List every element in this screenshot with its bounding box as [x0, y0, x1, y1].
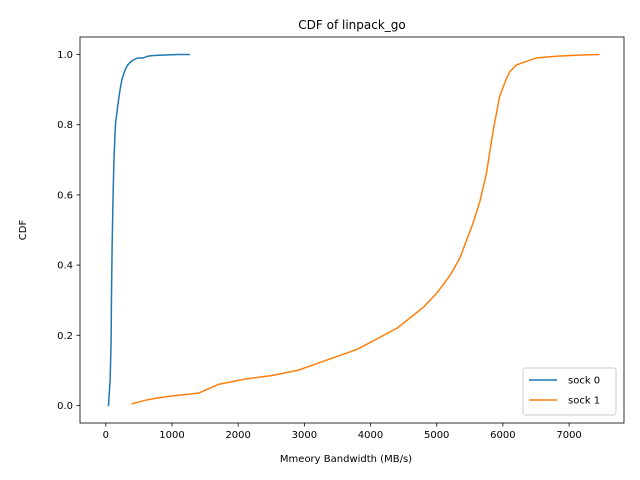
axes-frame [79, 36, 625, 424]
plot-area [107, 53, 600, 407]
y-tick-label: 1.0 [57, 50, 73, 61]
series-line-sock-0 [107, 53, 190, 407]
x-axis-ticks: 0 1000 2000 3000 4000 5000 6000 7000 [103, 423, 582, 441]
y-tick-label: 0.6 [57, 190, 73, 201]
y-tick-label: 0.8 [57, 120, 73, 131]
y-tick-label: 0.0 [57, 401, 73, 412]
y-axis-label: CDF [18, 220, 29, 241]
legend-label: sock 1 [568, 396, 600, 407]
legend: sock 0 sock 1 [522, 367, 617, 416]
x-tick-label: 1000 [159, 430, 184, 441]
y-tick-label: 0.4 [57, 261, 73, 272]
y-tick-label: 0.2 [57, 331, 73, 342]
x-axis-label: Mmeory Bandwidth (MB/s) [280, 454, 412, 465]
x-tick-label: 5000 [424, 430, 449, 441]
chart-title: CDF of linpack_go [298, 18, 405, 32]
x-tick-label: 6000 [490, 430, 515, 441]
x-tick-label: 2000 [225, 430, 250, 441]
x-tick-label: 7000 [556, 430, 581, 441]
x-tick-label: 0 [103, 430, 109, 441]
legend-label: sock 0 [568, 376, 600, 387]
x-tick-label: 4000 [358, 430, 383, 441]
x-tick-label: 3000 [292, 430, 317, 441]
y-axis-ticks: 0.0 0.2 0.4 0.6 0.8 1.0 [57, 50, 80, 412]
series-line-sock-1 [131, 53, 600, 405]
